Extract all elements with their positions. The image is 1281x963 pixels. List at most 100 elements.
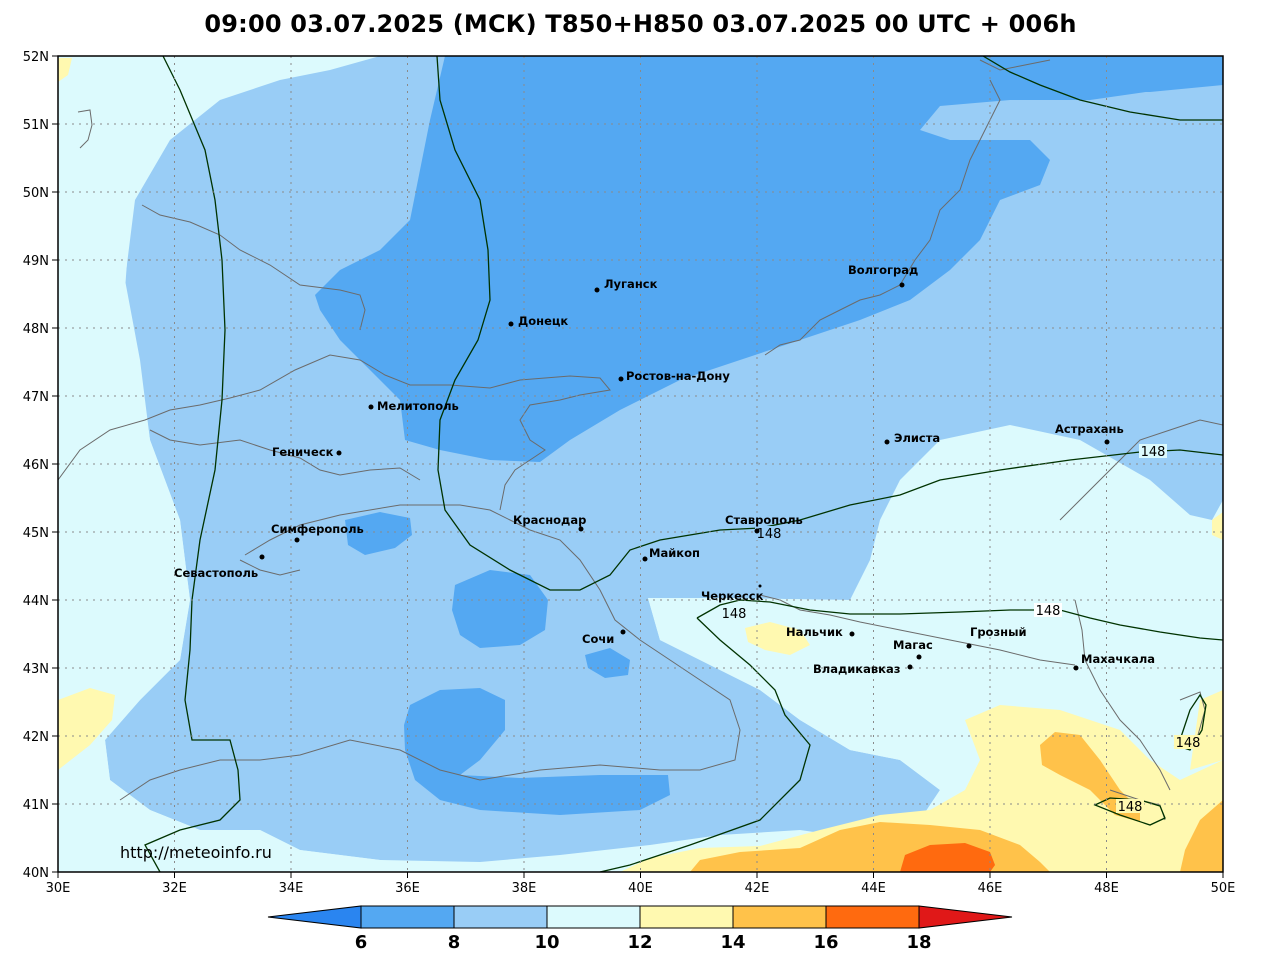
lat-label: 51N [23, 118, 49, 133]
isohypses [144, 56, 1223, 872]
colorbar-swatch [825, 905, 920, 929]
lon-label: 48E [1094, 881, 1119, 896]
city-maikop: Майкоп [642, 546, 700, 562]
contour-label: 148 [1036, 604, 1061, 619]
band-6-8-crimea [345, 512, 412, 555]
city-lugansk: Луганск [594, 277, 658, 293]
svg-text:Грозный: Грозный [970, 625, 1027, 639]
svg-text:Луганск: Луганск [604, 277, 658, 291]
svg-text:Магас: Магас [893, 638, 933, 652]
city-grozny: Грозный [966, 625, 1027, 649]
contour-labels: 148 148 148 148 148 148 [720, 444, 1202, 815]
lat-label: 49N [23, 254, 49, 269]
svg-text:Донецк: Донецк [518, 314, 568, 328]
city-rostov: Ростов-на-Дону [618, 369, 730, 383]
svg-text:Владикавказ: Владикавказ [813, 662, 900, 676]
colorbar-label: 6 [355, 932, 368, 953]
lat-label: 45N [23, 526, 49, 541]
city-melitopol: Мелитополь [368, 399, 459, 413]
lon-label: 34E [279, 881, 304, 896]
band-6-8-sea2 [585, 648, 630, 678]
svg-text:Нальчик: Нальчик [786, 625, 843, 639]
colorbar-swatch [639, 905, 734, 929]
lat-label: 40N [23, 866, 49, 881]
colorbar-swatch [918, 905, 1013, 929]
lat-label: 50N [23, 186, 49, 201]
colorbar-label: 12 [627, 932, 652, 953]
lon-label: 36E [395, 881, 420, 896]
longitude-labels: 30E 32E 34E 36E 38E 40E 42E 44E 46E 48E … [46, 881, 1236, 896]
band-10-12-west [58, 56, 380, 872]
contour-label: 148 [1141, 445, 1166, 460]
svg-text:Геническ: Геническ [272, 445, 334, 459]
map-title: 09:00 03.07.2025 (МСК) T850+H850 03.07.2… [204, 10, 1077, 38]
city-sevastopol: Севастополь [174, 554, 265, 580]
lon-label: 38E [512, 881, 537, 896]
colorbar-label: 14 [720, 932, 745, 953]
contour-label: 148 [1118, 800, 1143, 815]
city-astrakhan: Астрахань [1055, 422, 1124, 445]
band-12-14-nw [58, 58, 72, 82]
colorbar-swatch [360, 905, 455, 929]
lon-label: 50E [1211, 881, 1236, 896]
svg-text:Ростов-на-Дону: Ростов-на-Дону [626, 369, 730, 383]
band-16-18 [900, 843, 995, 872]
contour-label: 148 [722, 607, 747, 622]
svg-text:Элиста: Элиста [894, 431, 940, 445]
lon-label: 42E [745, 881, 770, 896]
colorbar-label: 8 [448, 932, 461, 953]
band-12-14-kbr [745, 622, 810, 655]
city-simferopol: Симферополь [271, 522, 364, 543]
city-elista: Элиста [884, 431, 940, 445]
latitude-labels: 52N 51N 50N 49N 48N 47N 46N 45N 44N 43N … [23, 50, 49, 881]
city-magas: Магас [893, 638, 933, 660]
colorbar-swatch [732, 905, 827, 929]
lon-label: 44E [861, 881, 886, 896]
colorbar: 6 8 10 12 14 16 18 [267, 905, 1013, 953]
city-nalchik: Нальчик [786, 625, 855, 639]
city-genichesk: Геническ [272, 445, 342, 459]
band-14-16-dag [1040, 732, 1140, 822]
lat-label: 48N [23, 322, 49, 337]
contour-label: 148 [1176, 736, 1201, 751]
lat-label: 43N [23, 662, 49, 677]
svg-text:Махачкала: Махачкала [1081, 652, 1155, 666]
lon-label: 30E [46, 881, 71, 896]
band-6-8-main [315, 56, 1223, 462]
svg-text:Севастополь: Севастополь [174, 566, 258, 580]
svg-text:Волгоград: Волгоград [848, 263, 918, 277]
band-14-16-se [1180, 800, 1223, 872]
svg-text:Майкоп: Майкоп [649, 546, 700, 560]
source-watermark: http://meteoinfo.ru [120, 843, 272, 862]
lat-label: 42N [23, 730, 49, 745]
colorbar-swatch [267, 905, 362, 929]
lat-label: 47N [23, 390, 49, 405]
band-6-8-sea3 [404, 688, 670, 815]
graticule [58, 56, 1223, 872]
city-cherkessk: Черкесск [701, 584, 764, 603]
contour-label: 148 [757, 527, 782, 542]
svg-text:Астрахань: Астрахань [1055, 422, 1124, 436]
city-krasnodar: Краснодар [513, 513, 586, 532]
cities: Луганск Волгоград Донецк Ростов-на-Дону … [174, 263, 1155, 676]
svg-text:Черкесск: Черкесск [701, 589, 764, 603]
city-makhachkala: Махачкала [1073, 652, 1155, 671]
lon-label: 32E [162, 881, 187, 896]
svg-text:Мелитополь: Мелитополь [377, 399, 459, 413]
city-stavropol: Ставрополь [725, 513, 803, 534]
svg-text:Сочи: Сочи [582, 632, 614, 646]
city-volgograd: Волгоград [848, 263, 918, 288]
colorbar-label: 16 [813, 932, 838, 953]
colorbar-label: 10 [534, 932, 559, 953]
lon-label: 46E [978, 881, 1003, 896]
band-12-14-sw [58, 688, 115, 770]
colorbar-swatch [546, 905, 641, 929]
lat-label: 44N [23, 594, 49, 609]
band-12-14-sw2 [1190, 690, 1223, 770]
band-12-14-e [1212, 512, 1223, 540]
svg-text:Ставрополь: Ставрополь [725, 513, 803, 527]
band-6-8-ne [1040, 60, 1223, 92]
svg-text:Симферополь: Симферополь [271, 522, 364, 536]
lat-label: 41N [23, 798, 49, 813]
